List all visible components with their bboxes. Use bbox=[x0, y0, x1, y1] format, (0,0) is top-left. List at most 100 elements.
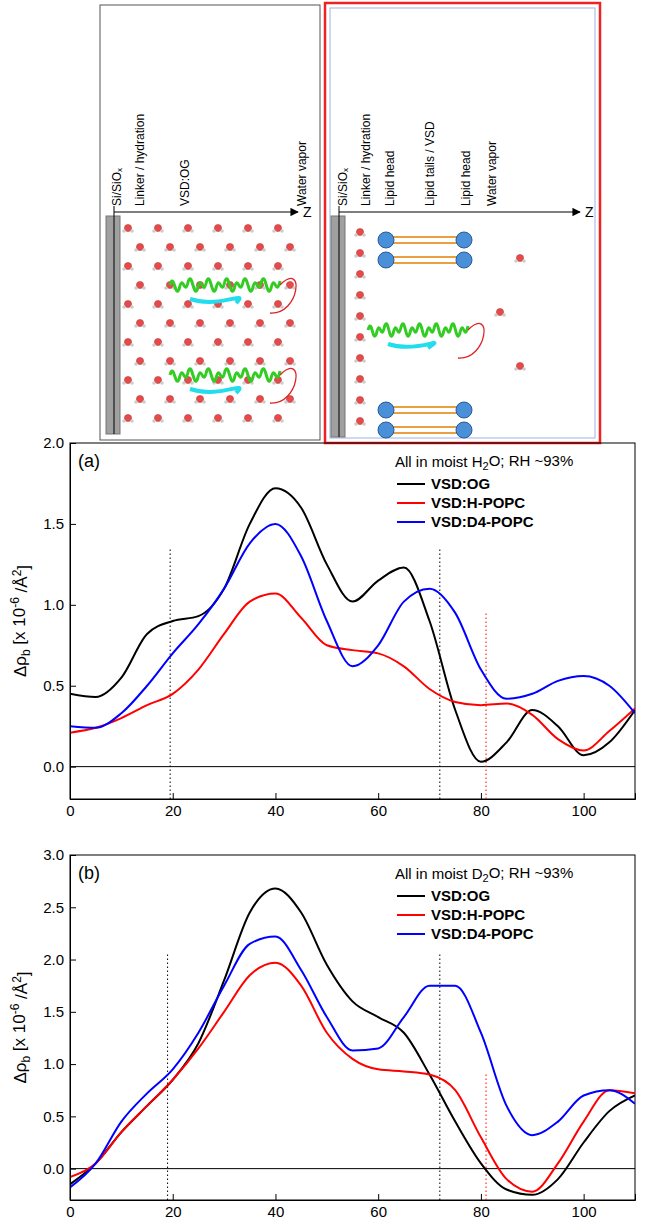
water-hydrogen bbox=[190, 343, 194, 347]
data-line bbox=[70, 593, 635, 750]
water-hydrogen bbox=[362, 233, 366, 237]
reference-line-vertical bbox=[439, 548, 440, 799]
y-tick-label: 0.5 bbox=[43, 677, 64, 694]
water-hydrogen bbox=[242, 305, 246, 309]
x-tick-label: 40 bbox=[268, 1203, 285, 1220]
legend-swatch bbox=[397, 914, 425, 916]
water-hydrogen bbox=[354, 401, 358, 405]
z-axis-arrow bbox=[114, 211, 298, 212]
water-hydrogen bbox=[172, 324, 176, 328]
layer-label: Water vapor bbox=[295, 141, 309, 206]
legend-label: VSD:H-POPC bbox=[431, 494, 525, 511]
y-tick: 1.5 bbox=[43, 1003, 76, 1020]
water-hydrogen bbox=[122, 343, 126, 347]
water-hydrogen bbox=[212, 305, 216, 309]
water-hydrogen bbox=[130, 305, 134, 309]
x-tick: 80 bbox=[473, 1194, 490, 1220]
water-hydrogen bbox=[224, 248, 228, 252]
text-part: ] bbox=[14, 565, 33, 570]
panel-inner-frame bbox=[330, 8, 595, 438]
layer-label: Water vapor bbox=[485, 141, 499, 206]
reference-line-vertical bbox=[170, 548, 171, 799]
lipid-head bbox=[378, 402, 394, 418]
water-hydrogen bbox=[182, 419, 186, 423]
water-hydrogen bbox=[272, 381, 276, 385]
water-hydrogen bbox=[292, 400, 296, 404]
y-tick-mark bbox=[70, 907, 76, 908]
plot-frame bbox=[70, 443, 635, 799]
water-hydrogen bbox=[272, 305, 276, 309]
y-tick-label: 1.5 bbox=[43, 1003, 64, 1020]
water-hydrogen bbox=[250, 305, 254, 309]
water-hydrogen bbox=[242, 229, 246, 233]
reference-line-horizontal bbox=[70, 766, 635, 767]
water-hydrogen bbox=[220, 229, 224, 233]
water-hydrogen bbox=[354, 380, 358, 384]
legend-title: All in moist D2O; RH ~93% bbox=[395, 864, 573, 885]
text-part: VSD:OG bbox=[178, 159, 192, 206]
water-hydrogen bbox=[152, 305, 156, 309]
water-hydrogen bbox=[514, 367, 518, 371]
x-axis-line bbox=[71, 793, 636, 800]
water-hydrogen bbox=[362, 296, 366, 300]
water-hydrogen bbox=[232, 400, 236, 404]
layer-label: Si/SiOx bbox=[110, 168, 124, 206]
y-axis: 0.00.51.01.52.02.53.0 bbox=[43, 846, 76, 1200]
lipid-tail bbox=[392, 426, 458, 428]
z-axis-origin bbox=[339, 206, 340, 437]
protein-helix bbox=[170, 369, 280, 381]
water-hydrogen bbox=[262, 362, 266, 366]
water-hydrogen bbox=[164, 400, 168, 404]
y-tick-label: 2.5 bbox=[43, 899, 64, 916]
water-hydrogen bbox=[190, 419, 194, 423]
water-hydrogen bbox=[232, 248, 236, 252]
water-hydrogen bbox=[284, 248, 288, 252]
water-hydrogen bbox=[362, 338, 366, 342]
water-hydrogen bbox=[284, 362, 288, 366]
y-tick: 0.5 bbox=[43, 677, 76, 694]
text-part: Linker / hydration bbox=[133, 114, 147, 206]
water-hydrogen bbox=[250, 343, 254, 347]
legend: All in moist D2O; RH ~93%VSD:OGVSD:H-POP… bbox=[395, 864, 573, 942]
water-hydrogen bbox=[284, 286, 288, 290]
water-hydrogen bbox=[130, 267, 134, 271]
y-tick: 2.0 bbox=[43, 951, 76, 968]
water-hydrogen bbox=[502, 313, 506, 317]
water-hydrogen bbox=[292, 362, 296, 366]
text-part: ] bbox=[14, 971, 33, 976]
water-hydrogen bbox=[152, 267, 156, 271]
data-line bbox=[70, 937, 635, 1188]
z-axis-arrow bbox=[339, 211, 580, 212]
water-hydrogen bbox=[194, 362, 198, 366]
water-hydrogen bbox=[250, 267, 254, 271]
water-hydrogen bbox=[202, 400, 206, 404]
water-hydrogen bbox=[220, 381, 224, 385]
water-hydrogen bbox=[220, 305, 224, 309]
x-tick-mark bbox=[378, 1194, 379, 1200]
water-hydrogen bbox=[224, 362, 228, 366]
y-tick-label: 1.0 bbox=[43, 1055, 64, 1072]
water-hydrogen bbox=[354, 275, 358, 279]
water-hydrogen bbox=[494, 313, 498, 317]
protein-loop bbox=[458, 323, 484, 358]
water-hydrogen bbox=[220, 343, 224, 347]
layer-label: Linker / hydration bbox=[133, 114, 147, 206]
water-hydrogen bbox=[354, 338, 358, 342]
chart: 0204060801000.00.51.01.52.0Δρb [x 10-6 /… bbox=[8, 434, 635, 818]
y-tick-mark bbox=[70, 1116, 76, 1117]
water-hydrogen bbox=[130, 343, 134, 347]
y-tick-label: 2.0 bbox=[43, 434, 64, 451]
water-hydrogen bbox=[354, 422, 358, 426]
y-tick-mark bbox=[70, 443, 76, 444]
water-hydrogen bbox=[122, 305, 126, 309]
water-hydrogen bbox=[122, 267, 126, 271]
water-hydrogen bbox=[142, 362, 146, 366]
x-tick-label: 80 bbox=[473, 802, 490, 819]
x-tick-label: 20 bbox=[165, 802, 182, 819]
plot-area bbox=[70, 888, 635, 1200]
lipid-head bbox=[378, 232, 394, 248]
y-axis: 0.00.51.01.52.0 bbox=[43, 434, 76, 799]
water-hydrogen bbox=[134, 400, 138, 404]
protein-helix bbox=[190, 388, 240, 393]
x-tick-label: 80 bbox=[473, 1203, 490, 1220]
